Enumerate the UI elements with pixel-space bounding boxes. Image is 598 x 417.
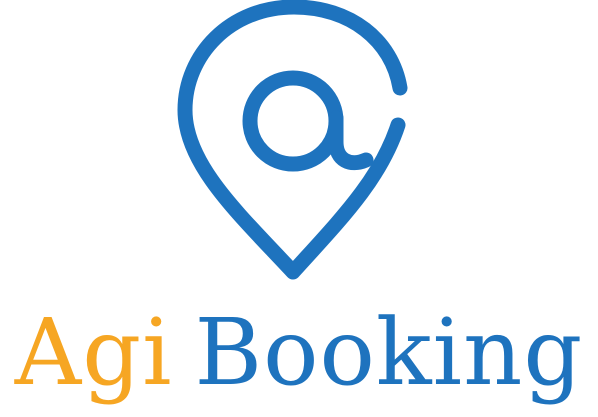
brand-word-booking: Booking	[194, 299, 584, 406]
at-stem	[328, 110, 374, 171]
brand-word-agi: Agi	[14, 299, 173, 406]
location-pin-at-icon	[177, 0, 408, 280]
brand-wordmark: Agi Booking	[0, 298, 598, 408]
at-bowl	[242, 70, 344, 172]
pin-outline	[177, 0, 408, 280]
